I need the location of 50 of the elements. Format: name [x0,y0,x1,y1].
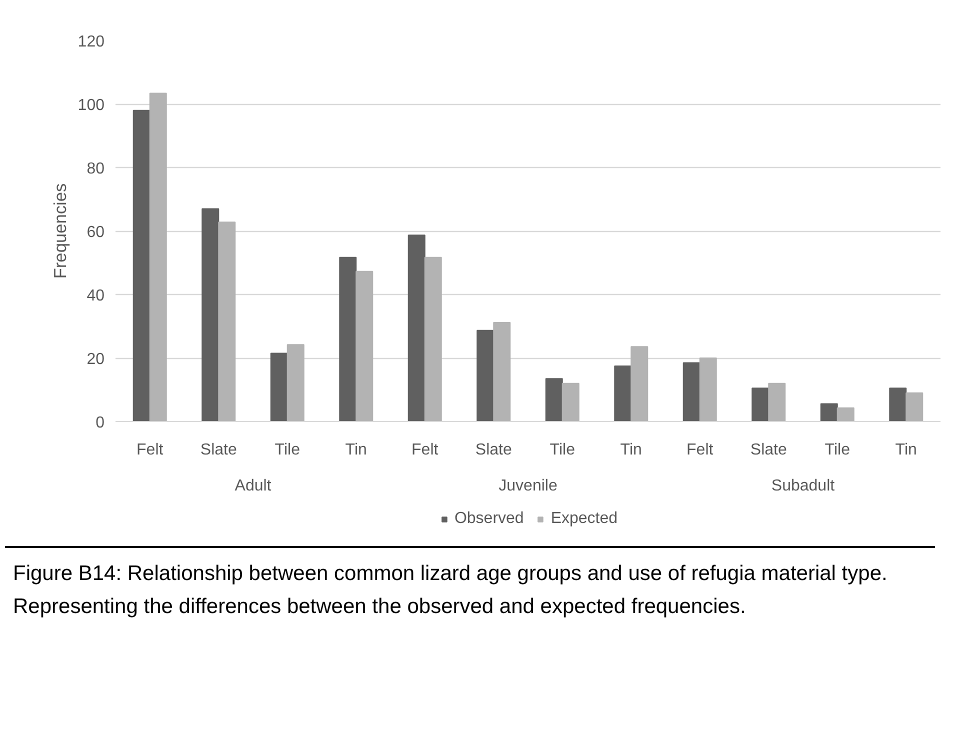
text: Adult [234,478,272,494]
x-tick-label: Felt [136,442,164,458]
text: Subadult [771,478,836,494]
x-tick-label: Felt [412,442,439,458]
text: Juvenile [498,478,558,494]
y-tick-label: 0 [96,414,105,432]
bar [149,92,167,422]
x-tick-label: Felt [686,442,714,458]
legend-label: Observed [454,510,524,528]
bar [270,352,288,422]
bar [752,388,770,422]
bar [218,222,236,422]
x-tick-label: Tin [345,442,367,458]
caption: Figure B14: Relationship between common lizard age groups and use of refugia material type. Representing the differences between the observed and expected frequencies. [5,546,935,634]
y-tick-label: 120 [78,34,105,50]
bar [682,362,700,422]
x-tick-label: Slate [475,442,512,458]
bar [699,358,717,422]
x-tick-label: Tin [895,442,917,458]
bar [889,388,907,422]
x-tick-label: Tile [550,442,576,458]
bar [768,382,786,422]
x-tick-label: Tile [274,442,300,458]
y-tick-label: 20 [86,351,105,368]
y-tick-label: 40 [86,288,105,304]
bar [614,365,632,422]
bar [408,234,426,422]
bar [545,378,563,422]
x-tick-label: Tin [620,442,642,458]
x-tick-label: Tile [824,442,850,458]
y-tick-label: 60 [86,224,105,241]
bar [906,392,924,422]
bar [132,110,150,422]
x-tick-label: Slate [750,442,787,458]
y-axis-title: Frequencies [50,182,70,279]
y-tick-label: 80 [86,160,105,178]
bar [630,346,648,422]
bar [476,330,494,422]
bar [493,322,511,422]
bar [424,256,442,422]
x-tick-label: Slate [200,442,237,458]
legend-label: Expected [550,510,618,528]
bar [356,270,374,422]
bar [836,407,854,422]
bar [202,208,220,422]
bar [339,256,357,422]
bar [286,344,304,422]
y-tick-label: 100 [78,97,105,114]
bar [820,403,838,422]
bar [562,382,580,422]
